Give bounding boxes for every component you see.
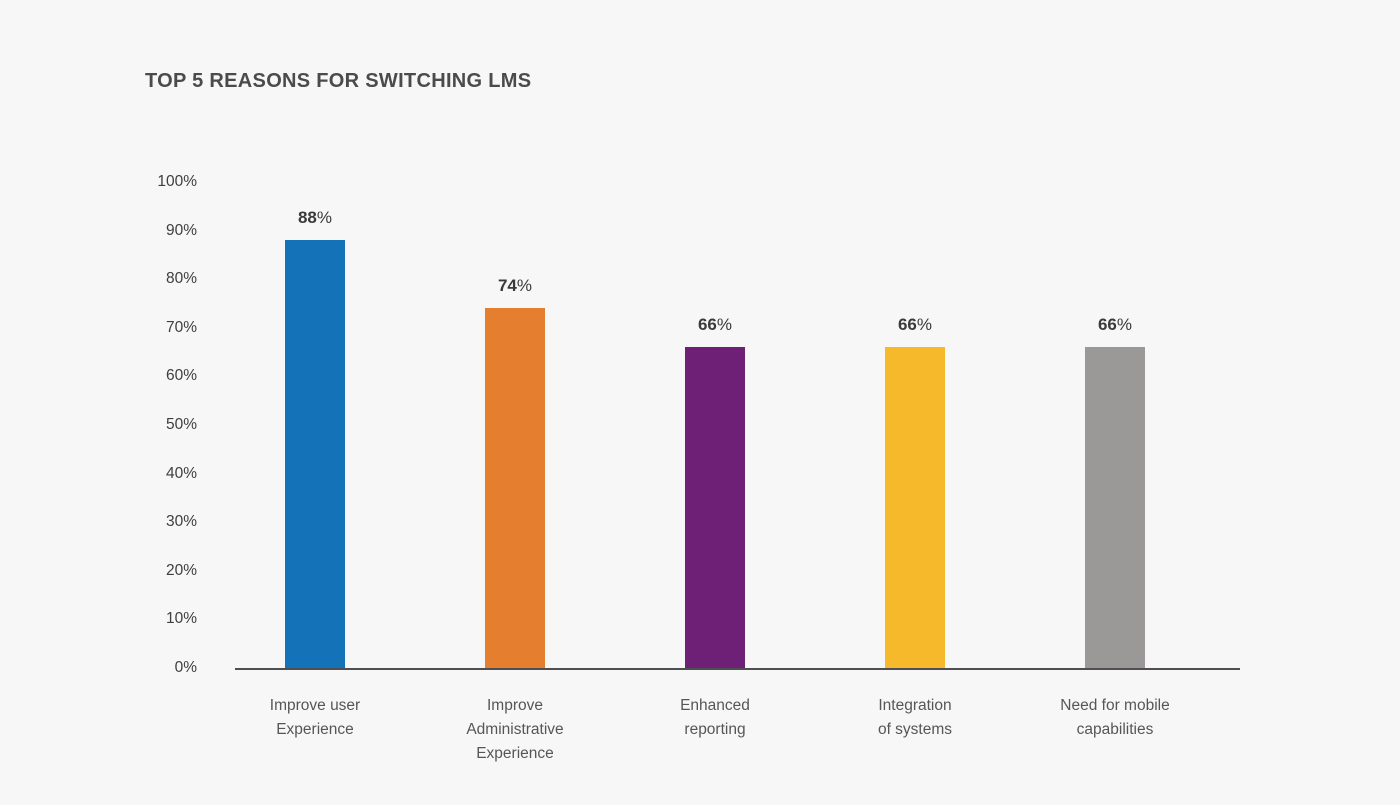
y-tick-label: 0% (174, 659, 197, 676)
category-label: Integration of systems (810, 694, 1020, 742)
bar-value-number: 88 (297, 208, 317, 227)
y-tick-label: 40% (165, 464, 197, 482)
y-tick-label: 70% (165, 318, 197, 336)
category-label: Need for mobile capabilities (1010, 694, 1220, 742)
bar (285, 240, 345, 668)
category-label-line: Administrative (466, 721, 564, 738)
bar-value-label: 88% (255, 208, 375, 228)
bar-value-unit: % (716, 315, 733, 334)
category-label-line: Experience (476, 745, 554, 762)
category-label-line: of systems (877, 721, 953, 738)
chart-title: TOP 5 REASONS FOR SWITCHING LMS (145, 70, 532, 92)
y-tick-label: 50% (165, 416, 197, 433)
y-tick-label: 80% (165, 270, 197, 288)
bar-value-unit: % (316, 208, 333, 227)
category-label: Enhanced reporting (610, 694, 820, 742)
y-tick-label: 30% (165, 513, 197, 531)
category-label-line: Enhanced (680, 697, 750, 714)
bar-value-unit: % (516, 276, 533, 295)
bar-value-unit: % (1116, 315, 1133, 334)
bar-value-label: 74% (455, 276, 575, 296)
category-label-line: Need for mobile (1060, 697, 1170, 714)
bar-value-unit: % (916, 315, 933, 334)
bar-value-number: 74 (497, 276, 517, 295)
category-label-line: Improve user (269, 697, 361, 714)
category-label-line: Improve (487, 697, 543, 714)
y-tick-label: 60% (165, 367, 197, 385)
bar (685, 347, 745, 668)
category-label: Improve Administrative Experience (410, 694, 620, 766)
y-tick-label: 20% (165, 561, 197, 579)
bar (1085, 347, 1145, 668)
plot-area: 100% 90% 80% 70% 60% 50% 40% 30% 20% 10% 0% 88% Impr… (157, 173, 1240, 762)
category-label-line: reporting (684, 721, 746, 738)
category-label-line: Integration (878, 697, 952, 714)
y-tick-label: 10% (165, 610, 197, 628)
category-label-line: Experience (276, 721, 354, 738)
y-tick-label: 90% (165, 221, 197, 239)
y-tick-label: 100% (157, 173, 197, 190)
category-label: Improve user Experience (210, 694, 420, 742)
x-axis-line (235, 668, 1240, 670)
bar-value-label: 66% (855, 315, 975, 335)
bar-value-label: 66% (655, 315, 775, 335)
bar (485, 308, 545, 668)
bar-value-number: 66 (697, 315, 717, 334)
bar (885, 347, 945, 668)
bar-value-number: 66 (1097, 315, 1117, 334)
bar-value-number: 66 (897, 315, 917, 334)
bar-value-label: 66% (1055, 315, 1175, 335)
category-label-line: capabilities (1076, 721, 1154, 738)
